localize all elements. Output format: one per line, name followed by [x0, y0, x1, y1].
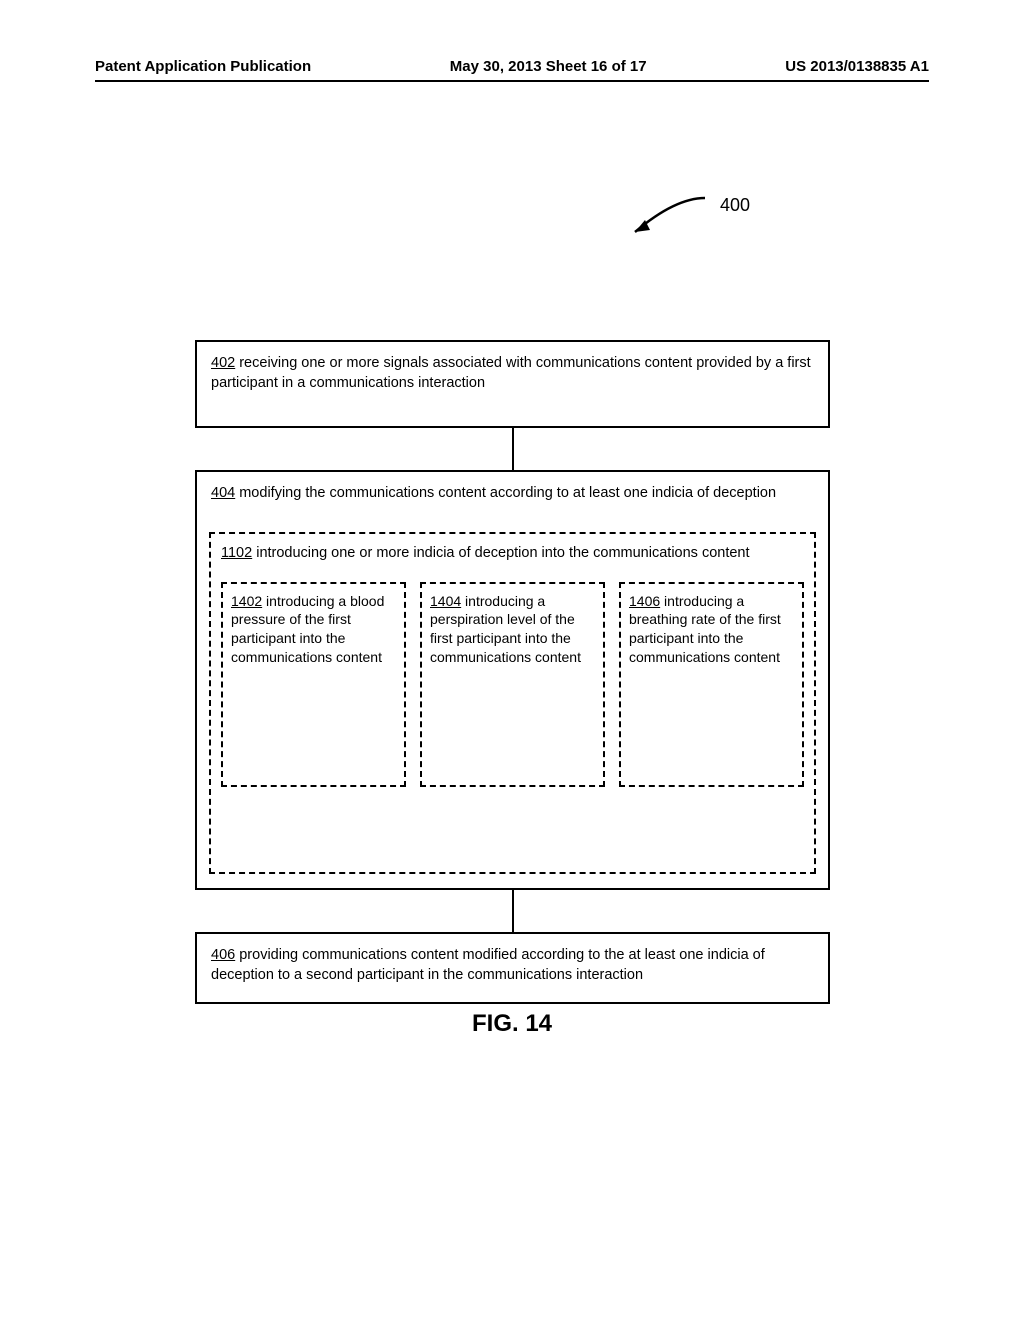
step-402-num: 402	[211, 355, 235, 371]
substep-1102-header: 1102 introducing one or more indicia of …	[221, 544, 804, 564]
page-header: Patent Application Publication May 30, 2…	[95, 58, 929, 75]
connector-404-406	[512, 890, 514, 932]
step-406-num: 406	[211, 947, 235, 963]
step-404-num: 404	[211, 485, 235, 501]
step-406-text: providing communications content modifie…	[211, 947, 765, 983]
substep-1402-num: 1402	[231, 593, 262, 609]
substep-1102: 1102 introducing one or more indicia of …	[209, 532, 816, 874]
reference-number-400: 400	[720, 195, 750, 216]
step-402: 402 receiving one or more signals associ…	[195, 340, 830, 428]
substep-1102-num: 1102	[221, 545, 252, 561]
substep-1406: 1406 introducing a breathing rate of the…	[619, 582, 804, 787]
step-404-header: 404 modifying the communications content…	[211, 484, 814, 504]
figure-label: FIG. 14	[0, 1010, 1024, 1038]
header-center: May 30, 2013 Sheet 16 of 17	[450, 58, 647, 75]
patent-page: Patent Application Publication May 30, 2…	[0, 0, 1024, 1320]
step-402-text: receiving one or more signals associated…	[211, 355, 811, 391]
substep-1406-num: 1406	[629, 593, 660, 609]
substep-1404-num: 1404	[430, 593, 461, 609]
connector-402-404	[512, 428, 514, 470]
header-right: US 2013/0138835 A1	[785, 58, 929, 75]
header-rule	[95, 80, 929, 82]
header-left: Patent Application Publication	[95, 58, 311, 75]
substep-1402: 1402 introducing a blood pressure of the…	[221, 582, 406, 787]
step-404: 404 modifying the communications content…	[195, 470, 830, 890]
substep-1102-text: introducing one or more indicia of decep…	[252, 545, 749, 561]
step-406: 406 providing communications content mod…	[195, 932, 830, 1004]
flowchart: 402 receiving one or more signals associ…	[195, 340, 830, 1004]
substep-row: 1402 introducing a blood pressure of the…	[221, 582, 804, 787]
step-404-text: modifying the communications content acc…	[235, 485, 776, 501]
substep-1404: 1404 introducing a perspiration level of…	[420, 582, 605, 787]
